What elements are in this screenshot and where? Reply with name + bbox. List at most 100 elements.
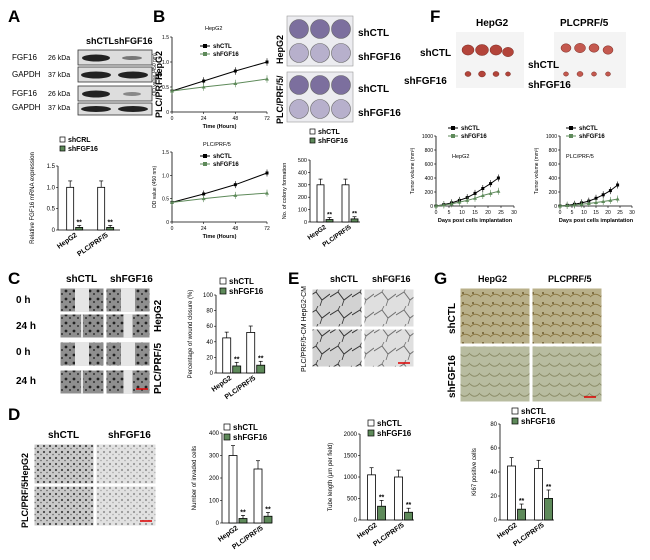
bar: [66, 186, 75, 231]
blot-row3-kda: 26 kDa: [48, 91, 70, 98]
tube-side-label: PLC/PRF/5-CM HepG2-CM: [301, 286, 308, 372]
wound-gap: [75, 342, 89, 366]
legend-label: shFGF16: [233, 433, 268, 442]
blot-row2-name: GAPDH: [12, 70, 41, 79]
plate-label-hepg2: HepG2: [275, 35, 285, 64]
tumor: [591, 71, 597, 77]
y-tick-label: 60: [206, 324, 213, 330]
blot-band: [118, 106, 148, 112]
invasion-col-shfgf16: shFGF16: [108, 430, 151, 441]
data-point: [480, 193, 485, 197]
panel-a-blots: shCTL shFGF16 FGF16 26 kDa GAPDH 37 kDa …: [12, 36, 164, 118]
bar: [222, 337, 232, 374]
tumor: [605, 71, 611, 77]
y-tick-label: 600: [549, 162, 558, 168]
y-tick-label: 200: [549, 190, 558, 196]
y-tick-label: 0: [430, 204, 433, 210]
chart-A-mrna: 0 0.5 1.0 1.5 ** HepG2 ** PLC/PRF/5 Relative FGF…: [30, 136, 120, 258]
colony-well: [289, 19, 309, 39]
wound-gap: [81, 314, 83, 338]
data-point: [201, 196, 206, 201]
tumor-title-hepg2: HepG2: [476, 18, 509, 29]
ihc-row-shfgf16: shFGF16: [447, 355, 458, 398]
tube-image: [311, 328, 363, 368]
data-point: [233, 69, 237, 73]
invasion-side-hepg2: HepG2: [20, 453, 30, 482]
y-tick-label: 1000: [422, 134, 433, 140]
legend-marker: [203, 154, 207, 158]
wound-row-24h-1: 24 h: [16, 321, 36, 332]
y-tick-label: 200: [298, 195, 307, 201]
ihc-col-hepg2: HepG2: [478, 274, 507, 284]
y-tick-label: 100: [203, 293, 214, 299]
legend-marker: [451, 126, 455, 130]
y-axis-label: OD value (450 nm): [152, 166, 158, 209]
y-tick-label: 300: [209, 454, 220, 460]
tumor-row-shctl-2: shCTL: [528, 60, 559, 71]
colony-well: [310, 43, 330, 63]
blot-row3-name: FGF16: [12, 89, 37, 98]
blot-row1-name: FGF16: [12, 53, 37, 62]
data-point: [496, 176, 500, 180]
tumor: [464, 71, 472, 77]
y-tick-label: 1500: [344, 454, 358, 460]
y-axis-label: Percentage of wound closure (%): [188, 290, 194, 379]
y-axis-label: Tumor volume (mm³): [410, 147, 416, 194]
data-point: [202, 192, 206, 196]
y-tick-label: 1000: [344, 475, 358, 481]
invasion-image: [33, 443, 95, 485]
legend-label: shFGF16: [68, 146, 98, 153]
blot-row4-kda: 37 kDa: [48, 105, 70, 112]
y-tick-label: 1.0: [162, 60, 169, 66]
x-tick-label: HepG2: [356, 522, 379, 541]
legend-label: shFGF16: [213, 52, 239, 58]
bar: [256, 364, 266, 374]
legend-marker: [203, 44, 207, 48]
y-tick-label: 200: [425, 190, 434, 196]
legend-label: shCRL: [68, 137, 91, 144]
x-axis-label: Days post cells implantation: [559, 218, 634, 224]
bar: [232, 365, 242, 374]
wound-gap: [123, 314, 133, 338]
x-tick-label: HepG2: [56, 232, 79, 251]
data-point: [615, 197, 620, 201]
y-tick-label: 400: [425, 176, 434, 182]
data-point: [434, 204, 438, 208]
series-line: [171, 78, 268, 92]
bar: [263, 515, 273, 524]
panel-label-c: C: [8, 269, 20, 288]
x-tick-label: 20: [605, 210, 611, 216]
y-tick-label: 0: [166, 220, 169, 226]
data-point: [441, 202, 446, 207]
blot-row4-name: GAPDH: [12, 103, 41, 112]
y-tick-label: 200: [209, 476, 220, 482]
y-tick-label: 0: [494, 518, 498, 524]
blot-band: [81, 106, 111, 112]
y-tick-label: 1.5: [47, 164, 56, 170]
tube-col-shctl: shCTL: [330, 274, 359, 284]
tumor: [489, 44, 503, 56]
y-tick-label: 100: [298, 208, 307, 214]
bar: [341, 184, 350, 223]
panel-label-a: A: [8, 7, 20, 26]
colony-well: [310, 75, 330, 95]
plate-row-shfgf16-1: shFGF16: [358, 52, 401, 63]
data-point: [265, 191, 269, 195]
plate-row-shfgf16-2: shFGF16: [358, 108, 401, 119]
y-tick-label: 0: [554, 204, 557, 210]
y-tick-label: 0: [354, 518, 358, 524]
data-point: [265, 171, 269, 175]
bar: [228, 455, 238, 524]
panel-label-f: F: [430, 7, 440, 26]
significance-mark: **: [327, 212, 333, 219]
y-tick-label: 60: [490, 446, 497, 452]
data-point: [496, 189, 501, 193]
series-line: [171, 61, 268, 92]
y-tick-label: 800: [425, 148, 434, 154]
x-axis-label: Time (Hours): [203, 234, 237, 240]
legend-marker: [569, 134, 573, 138]
tumor: [461, 44, 475, 56]
